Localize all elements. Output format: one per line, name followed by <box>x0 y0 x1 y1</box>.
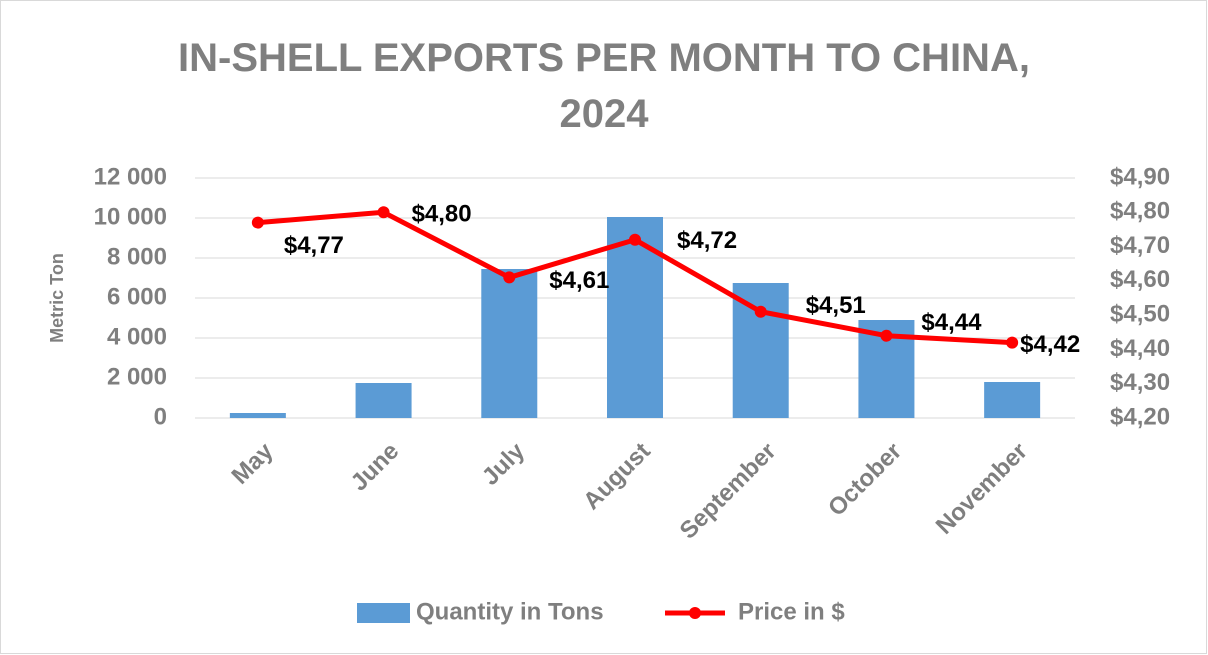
price-point <box>251 216 264 229</box>
data-label: $4,61 <box>549 267 609 294</box>
chart-title: IN-SHELL EXPORTS PER MONTH TO CHINA, 202… <box>178 36 1030 136</box>
y-tick-label: 10 000 <box>94 203 167 230</box>
y-tick-label: 8 000 <box>107 243 167 270</box>
y-tick-label: 2 000 <box>107 363 167 390</box>
y2-tick-label: $4,70 <box>1110 232 1170 259</box>
price-point <box>629 233 641 246</box>
data-label: $4,72 <box>677 227 737 254</box>
legend-marker <box>689 607 701 619</box>
y-tick-label: 4 000 <box>107 323 167 350</box>
y2-tick-label: $4,20 <box>1110 403 1170 430</box>
legend-swatch <box>357 603 410 623</box>
data-label: $4,80 <box>412 201 472 228</box>
bar <box>355 383 412 418</box>
price-point <box>754 305 767 318</box>
y2-tick-label: $4,80 <box>1110 198 1170 225</box>
data-label: $4,51 <box>806 292 866 319</box>
price-point <box>503 271 516 284</box>
y-tick-label: 0 <box>154 403 167 430</box>
y2-tick-label: $4,30 <box>1110 369 1170 396</box>
bar <box>481 269 538 418</box>
y2-tick-label: $4,40 <box>1110 335 1170 362</box>
price-point <box>880 329 893 342</box>
price-point <box>1006 336 1019 349</box>
legend-label: Price in $ <box>738 598 845 625</box>
data-label: $4,77 <box>284 232 344 259</box>
data-label: $4,44 <box>921 309 982 336</box>
y-tick-label: 6 000 <box>107 283 167 310</box>
y2-tick-label: $4,50 <box>1110 300 1170 327</box>
bar <box>732 283 789 418</box>
bar <box>229 413 286 418</box>
y-axis-label: Metric Ton <box>47 253 67 343</box>
y-tick-label: 12 000 <box>94 163 167 190</box>
data-label: $4,42 <box>1020 331 1080 358</box>
bar <box>984 382 1041 418</box>
legend-label: Quantity in Tons <box>416 598 604 625</box>
price-point <box>377 206 390 219</box>
y2-tick-label: $4,60 <box>1110 266 1170 293</box>
y2-tick-label: $4,90 <box>1110 163 1170 190</box>
